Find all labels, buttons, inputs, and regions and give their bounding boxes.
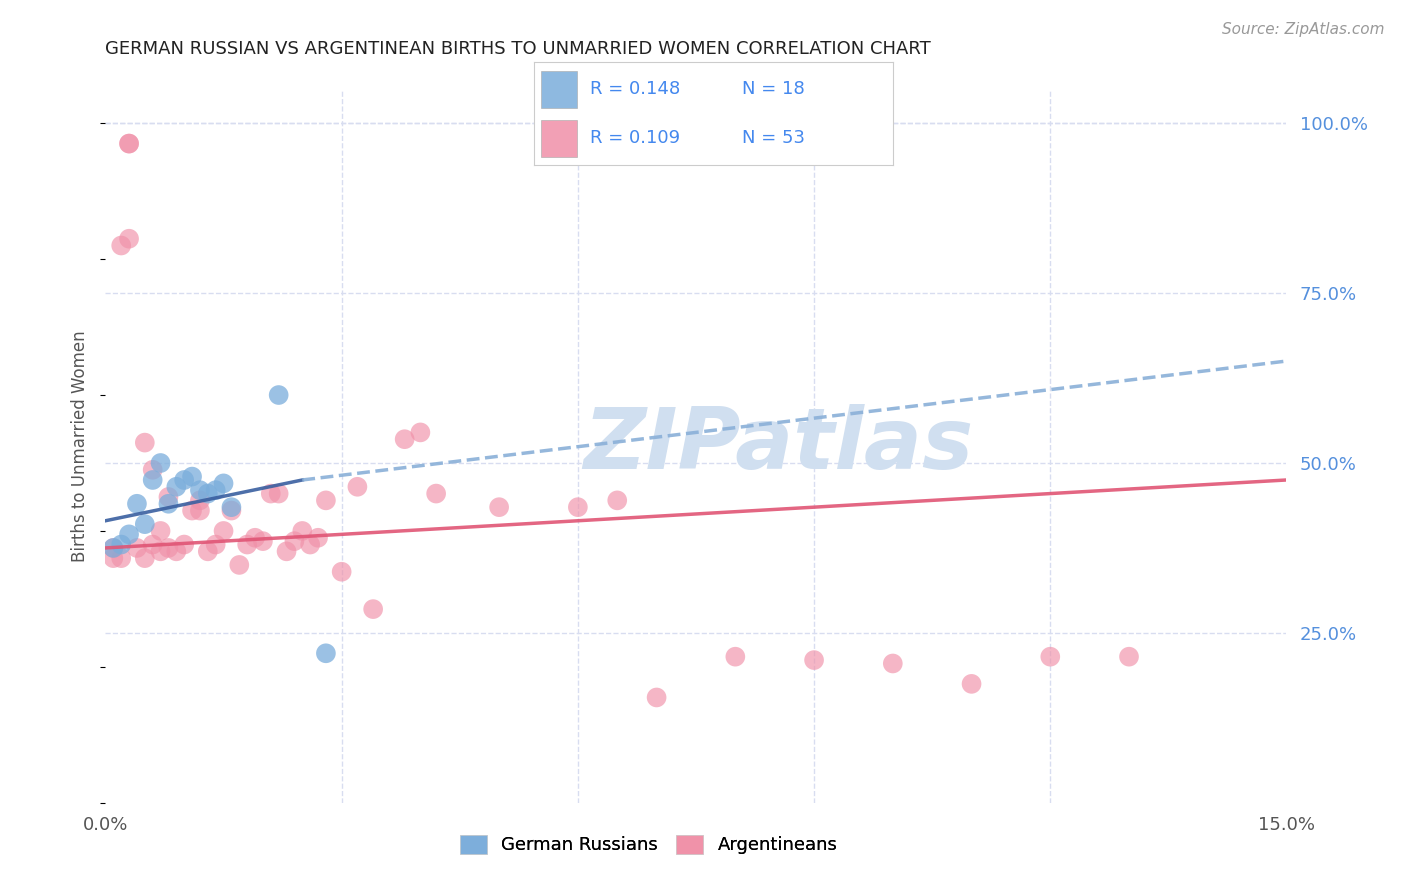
Text: GERMAN RUSSIAN VS ARGENTINEAN BIRTHS TO UNMARRIED WOMEN CORRELATION CHART: GERMAN RUSSIAN VS ARGENTINEAN BIRTHS TO …: [105, 40, 931, 58]
Point: [361, 602, 384, 616]
Point: [243, 531, 266, 545]
Legend: German Russians, Argentineans: German Russians, Argentineans: [453, 828, 845, 862]
Point: [118, 136, 141, 151]
Point: [118, 527, 141, 541]
Point: [960, 677, 983, 691]
Point: [142, 463, 165, 477]
Point: [142, 473, 165, 487]
Point: [149, 544, 172, 558]
Point: [157, 497, 180, 511]
Point: [276, 544, 298, 558]
Point: [252, 534, 274, 549]
Point: [173, 537, 195, 551]
Point: [165, 544, 187, 558]
Point: [188, 493, 211, 508]
Point: [149, 456, 172, 470]
Point: [142, 537, 165, 551]
Point: [197, 486, 219, 500]
Point: [204, 483, 226, 498]
Point: [228, 558, 250, 572]
Point: [724, 649, 747, 664]
Point: [1039, 649, 1062, 664]
FancyBboxPatch shape: [541, 70, 578, 108]
Text: N = 53: N = 53: [742, 128, 806, 147]
Point: [1118, 649, 1140, 664]
Point: [125, 541, 148, 555]
Point: [803, 653, 825, 667]
Point: [267, 388, 290, 402]
Point: [181, 503, 204, 517]
Point: [204, 537, 226, 551]
Point: [188, 503, 211, 517]
Point: [118, 136, 141, 151]
Point: [197, 544, 219, 558]
Text: ZIPatlas: ZIPatlas: [583, 404, 974, 488]
Point: [307, 531, 329, 545]
Point: [291, 524, 314, 538]
Point: [260, 486, 283, 500]
Point: [236, 537, 259, 551]
Point: [315, 646, 337, 660]
Point: [157, 490, 180, 504]
Point: [134, 435, 156, 450]
Point: [488, 500, 510, 515]
Point: [645, 690, 668, 705]
Text: R = 0.148: R = 0.148: [591, 79, 681, 97]
Point: [283, 534, 305, 549]
Point: [149, 524, 172, 538]
Point: [188, 483, 211, 498]
Point: [110, 551, 132, 566]
Text: N = 18: N = 18: [742, 79, 806, 97]
Point: [173, 473, 195, 487]
Point: [157, 541, 180, 555]
Point: [606, 493, 628, 508]
Point: [346, 480, 368, 494]
Point: [181, 469, 204, 483]
Point: [103, 541, 125, 555]
Text: Source: ZipAtlas.com: Source: ZipAtlas.com: [1222, 22, 1385, 37]
Point: [221, 500, 243, 515]
Point: [882, 657, 904, 671]
Point: [103, 541, 125, 555]
Point: [299, 537, 322, 551]
Y-axis label: Births to Unmarried Women: Births to Unmarried Women: [72, 330, 90, 562]
Point: [134, 551, 156, 566]
Point: [212, 524, 235, 538]
Point: [134, 517, 156, 532]
Point: [315, 493, 337, 508]
FancyBboxPatch shape: [541, 120, 578, 157]
Point: [103, 551, 125, 566]
Point: [425, 486, 447, 500]
Point: [118, 232, 141, 246]
Point: [125, 497, 148, 511]
Text: R = 0.109: R = 0.109: [591, 128, 681, 147]
Point: [409, 425, 432, 440]
Point: [221, 503, 243, 517]
Point: [110, 238, 132, 252]
Point: [567, 500, 589, 515]
Point: [330, 565, 353, 579]
Point: [165, 480, 187, 494]
Point: [267, 486, 290, 500]
Point: [394, 432, 416, 446]
Point: [212, 476, 235, 491]
Point: [110, 537, 132, 551]
